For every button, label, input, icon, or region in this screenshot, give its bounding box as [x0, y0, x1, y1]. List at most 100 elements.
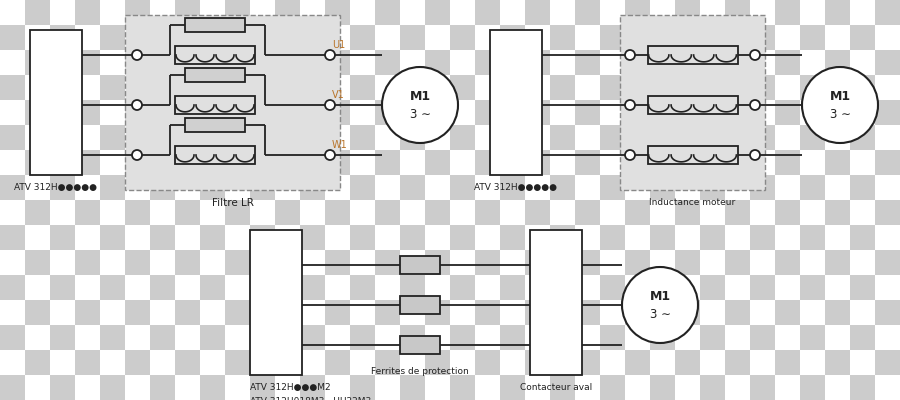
Bar [75, 150, 100, 175]
Bar [275, 75, 300, 100]
Bar [800, 0, 825, 25]
Bar [575, 75, 600, 100]
Circle shape [132, 50, 142, 60]
Bar [825, 25, 850, 50]
Bar [25, 100, 50, 125]
Bar [275, 325, 300, 350]
Bar [75, 225, 100, 250]
Bar [550, 175, 575, 200]
Bar [100, 75, 125, 100]
Bar [825, 350, 850, 375]
Circle shape [750, 50, 760, 60]
Bar [75, 250, 100, 275]
Bar [50, 100, 75, 125]
Bar [350, 0, 375, 25]
Bar [225, 350, 250, 375]
Bar [225, 150, 250, 175]
Bar [425, 50, 450, 75]
Text: M1: M1 [830, 90, 850, 104]
Bar [875, 175, 900, 200]
Bar [625, 125, 650, 150]
Circle shape [382, 67, 458, 143]
Bar [25, 175, 50, 200]
Bar [175, 25, 200, 50]
Bar [525, 50, 550, 75]
Bar [525, 325, 550, 350]
Bar [525, 75, 550, 100]
Bar [50, 200, 75, 225]
Bar [725, 375, 750, 400]
Bar [600, 275, 625, 300]
Bar [700, 175, 725, 200]
Bar [225, 75, 250, 100]
Bar [875, 350, 900, 375]
Bar [375, 350, 400, 375]
Bar [100, 200, 125, 225]
Bar [650, 75, 675, 100]
Bar [150, 25, 175, 50]
Bar [775, 25, 800, 50]
Bar [250, 200, 275, 225]
Text: 3 ∼: 3 ∼ [650, 308, 670, 322]
Bar [100, 150, 125, 175]
Bar [375, 25, 400, 50]
Bar [825, 200, 850, 225]
Bar [700, 100, 725, 125]
Bar [300, 50, 325, 75]
Bar [0, 100, 25, 125]
Bar [775, 50, 800, 75]
Bar [250, 325, 275, 350]
Bar [25, 50, 50, 75]
Bar [0, 300, 25, 325]
Bar [275, 50, 300, 75]
Bar [300, 25, 325, 50]
Bar [625, 175, 650, 200]
Bar [175, 325, 200, 350]
Bar [150, 250, 175, 275]
Bar [300, 200, 325, 225]
Bar [250, 100, 275, 125]
Bar [775, 200, 800, 225]
Bar [650, 325, 675, 350]
Bar [350, 250, 375, 275]
Bar [550, 250, 575, 275]
Bar [200, 275, 225, 300]
Bar [100, 225, 125, 250]
Bar [800, 325, 825, 350]
Bar [50, 75, 75, 100]
Bar [400, 296, 440, 314]
Bar [425, 325, 450, 350]
Bar [500, 125, 525, 150]
Bar [375, 300, 400, 325]
Bar [400, 200, 425, 225]
Bar [550, 125, 575, 150]
Bar [650, 100, 675, 125]
Bar [150, 200, 175, 225]
Bar [200, 350, 225, 375]
Bar [750, 0, 775, 25]
Bar [675, 300, 700, 325]
Bar [650, 300, 675, 325]
Bar [475, 275, 500, 300]
Bar [450, 150, 475, 175]
Bar [650, 25, 675, 50]
Bar [450, 50, 475, 75]
Bar [700, 200, 725, 225]
Bar [75, 75, 100, 100]
Bar [800, 150, 825, 175]
Bar [275, 175, 300, 200]
Bar [530, 230, 582, 375]
Bar [800, 350, 825, 375]
Bar [25, 325, 50, 350]
Bar [300, 350, 325, 375]
Bar [750, 225, 775, 250]
Bar [275, 350, 300, 375]
Bar [25, 0, 50, 25]
Bar [600, 125, 625, 150]
Text: Inductance moteur: Inductance moteur [650, 198, 735, 207]
Bar [25, 200, 50, 225]
Bar [700, 300, 725, 325]
Bar [475, 300, 500, 325]
Bar [450, 125, 475, 150]
Bar [875, 300, 900, 325]
